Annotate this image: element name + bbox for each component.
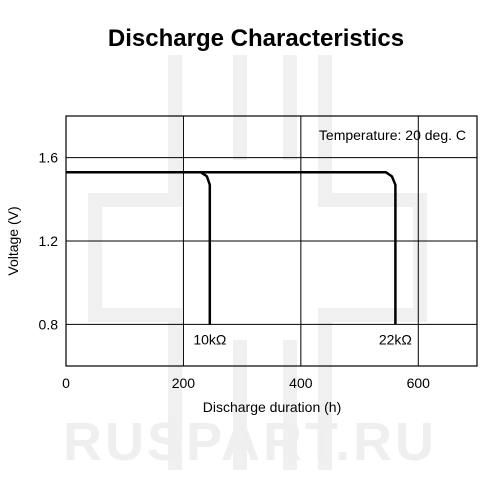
x-tick-labels: 0 200 400 600 [62, 375, 430, 391]
y-tick-label: 1.2 [39, 233, 59, 249]
chart-title: Discharge Characteristics [108, 25, 404, 52]
x-tick-label: 600 [407, 375, 431, 391]
x-axis-label: Discharge duration (h) [203, 399, 342, 415]
x-tick-label: 0 [62, 375, 70, 391]
plot-frame [65, 115, 478, 367]
y-tick-labels: 0.8 1.2 1.6 [39, 150, 59, 333]
watermark-logo-center [233, 55, 297, 160]
watermark-logo-right [318, 55, 427, 470]
series-labels: 10kΩ 22kΩ [193, 331, 412, 347]
series-group [66, 171, 397, 325]
watermark-logo-left [88, 55, 182, 470]
y-tick-label: 0.8 [39, 316, 59, 332]
x-tick-label: 200 [172, 375, 196, 391]
x-tick-label: 400 [289, 375, 313, 391]
watermark-text: RUSPART.RU [63, 412, 437, 472]
gridlines [66, 116, 477, 366]
series-label-2: 22kΩ [379, 331, 412, 347]
watermark: RUSPART.RU [63, 55, 437, 472]
series-label-1: 10kΩ [193, 331, 226, 347]
temperature-annotation: Temperature: 20 deg. C [319, 127, 466, 143]
watermark-logo-bottom [233, 340, 297, 470]
series-line-2 [66, 171, 397, 325]
y-tick-label: 1.6 [39, 150, 59, 166]
y-axis-label: Voltage (V) [5, 206, 21, 275]
